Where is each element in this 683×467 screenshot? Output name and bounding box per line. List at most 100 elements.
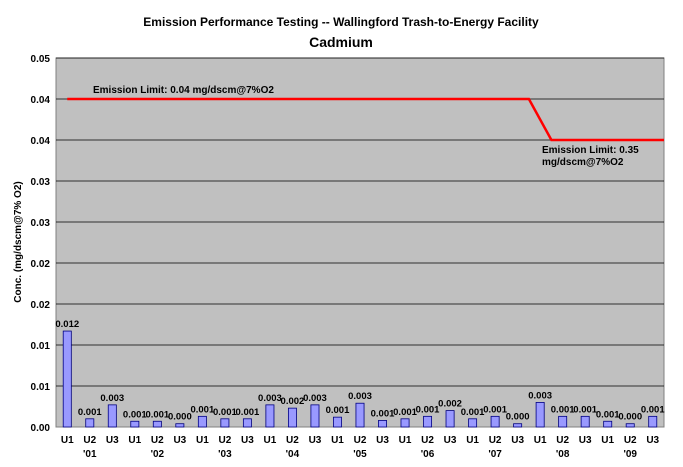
x-tick-label: U1	[534, 435, 547, 446]
year-label: '08	[556, 449, 570, 460]
x-tick-label: U1	[601, 435, 614, 446]
year-label: '01	[83, 449, 97, 460]
bar	[580, 415, 590, 428]
bar	[333, 416, 342, 428]
data-label: 0.002	[438, 399, 462, 410]
y-tick-label: 0.03	[31, 218, 51, 229]
y-tick-label: 0.01	[31, 382, 51, 393]
data-label: 0.002	[281, 396, 305, 407]
data-label: 0.001	[573, 404, 597, 415]
bar	[648, 415, 658, 428]
year-label: '07	[488, 449, 502, 460]
bar	[220, 418, 230, 428]
bar	[310, 404, 320, 428]
data-label: 0.001	[641, 404, 665, 415]
bar	[558, 415, 568, 428]
bar	[287, 407, 297, 428]
x-tick-label: U1	[61, 435, 74, 446]
bar	[265, 404, 275, 428]
bar	[175, 423, 185, 428]
bars	[62, 330, 658, 428]
bar	[400, 418, 410, 428]
x-tick-label: U1	[399, 435, 412, 446]
emission-limit-polyline	[67, 97, 664, 142]
y-tick-label: 0.01	[31, 341, 51, 352]
x-tick-label: U3	[173, 435, 186, 446]
data-label: 0.000	[168, 412, 192, 423]
bar	[490, 415, 500, 428]
y-tick-label: 0.05	[31, 54, 51, 65]
x-tick-label: U3	[579, 435, 592, 446]
year-labels: '01 '02 '03 '04 '05 '06 '07 '08 '09	[83, 449, 637, 460]
y-tick-labels: 0.00 0.01 0.01 0.02 0.02 0.03 0.03 0.04 0.04 0.05	[31, 54, 51, 434]
x-tick-label: U3	[241, 435, 254, 446]
x-tick-label: U3	[444, 435, 457, 446]
x-tick-label: U1	[466, 435, 479, 446]
x-tick-label: U2	[151, 435, 164, 446]
year-label: '04	[286, 449, 300, 460]
y-tick-label: 0.04	[31, 95, 51, 106]
x-tick-label: U3	[309, 435, 322, 446]
bar	[378, 420, 387, 428]
gridlines	[56, 57, 664, 387]
data-label: 0.001	[213, 407, 237, 418]
year-label: '09	[623, 449, 637, 460]
data-label: 0.003	[258, 393, 282, 404]
bar	[468, 418, 478, 428]
data-label: 0.001	[78, 407, 102, 418]
x-tick-label: U1	[264, 435, 277, 446]
y-tick-label: 0.04	[31, 136, 51, 147]
x-tick-label: U3	[106, 435, 119, 446]
emission-limit-line	[67, 97, 664, 142]
bar	[152, 420, 162, 428]
year-label: '02	[151, 449, 165, 460]
data-label: 0.001	[461, 407, 485, 418]
year-label: '03	[218, 449, 232, 460]
y-axis-label: Conc. (mg/dscm@7% O2)	[13, 181, 24, 302]
x-tick-label: U2	[489, 435, 502, 446]
annotation-limit-1: Emission Limit: 0.04 mg/dscm@7%O2	[93, 85, 274, 96]
x-tick-label: U1	[128, 435, 141, 446]
data-label: 0.003	[303, 393, 327, 404]
chart-title: Emission Performance Testing -- Wallingf…	[143, 15, 539, 29]
bar	[355, 402, 365, 428]
bar	[197, 415, 207, 428]
x-tick-label: U2	[421, 435, 434, 446]
x-tick-label: U2	[218, 435, 231, 446]
x-tick-label: U2	[624, 435, 637, 446]
y-tick-label: 0.02	[31, 300, 51, 311]
bar	[535, 401, 545, 428]
year-label: '05	[353, 449, 367, 460]
data-label: 0.000	[618, 412, 642, 423]
bar	[85, 418, 95, 428]
data-label: 0.012	[55, 319, 79, 330]
bar	[603, 420, 613, 428]
year-label: '06	[421, 449, 435, 460]
bar	[625, 423, 635, 428]
y-tick-label: 0.02	[31, 259, 51, 270]
x-tick-label: U2	[83, 435, 96, 446]
data-label: 0.003	[100, 393, 124, 404]
annotation-limit-2b: mg/dscm@7%O2	[542, 157, 624, 168]
data-label: 0.001	[393, 407, 417, 418]
data-label: 0.001	[123, 409, 147, 420]
y-tick-label: 0.03	[31, 177, 51, 188]
bar	[423, 415, 433, 428]
y-tick-label: 0.00	[31, 423, 51, 434]
chart-subtitle: Cadmium	[309, 34, 373, 50]
data-label: 0.001	[326, 405, 350, 416]
bar	[107, 404, 117, 428]
x-tick-label: U3	[376, 435, 389, 446]
data-labels: 0.0120.0010.0030.0010.0010.0000.0010.001…	[55, 319, 665, 423]
x-tick-labels: U1 U2 U3 U1 U2 U3 U1 U2 U3 U1 U2 U3 U1 U2 U3 U1 U2 U3 U1 U2…	[61, 435, 660, 446]
data-label: 0.001	[416, 404, 440, 415]
data-label: 0.000	[506, 412, 530, 423]
data-label: 0.001	[551, 404, 575, 415]
bar	[445, 410, 455, 428]
data-label: 0.001	[596, 409, 620, 420]
data-label: 0.001	[190, 404, 214, 415]
annotation-limit-2a: Emission Limit: 0.35	[542, 145, 639, 156]
plot-area	[55, 57, 665, 428]
x-tick-label: U1	[331, 435, 344, 446]
